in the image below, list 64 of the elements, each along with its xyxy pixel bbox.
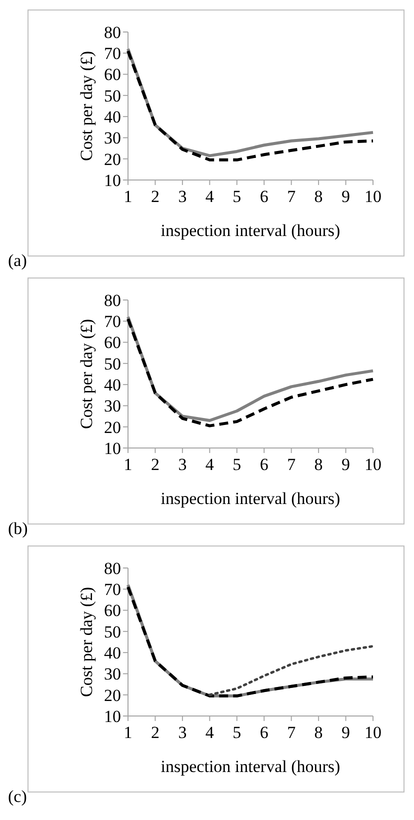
- y-axis-title: Cost per day (£): [77, 318, 96, 430]
- y-tick-label: 10: [104, 438, 121, 458]
- y-tick-label: 50: [104, 354, 121, 374]
- y-tick-label: 70: [104, 580, 121, 600]
- x-tick-label: 10: [364, 723, 382, 742]
- y-tick-label: 70: [104, 312, 121, 332]
- y-tick-label: 30: [104, 396, 121, 416]
- y-tick-label: 60: [104, 601, 121, 620]
- y-tick-label: 40: [104, 108, 121, 127]
- x-tick-label: 2: [150, 455, 160, 474]
- x-tick-label: 5: [232, 723, 242, 742]
- y-tick-label: 10: [104, 706, 121, 726]
- x-tick-label: 1: [124, 455, 132, 474]
- x-tick-label: 8: [314, 187, 323, 206]
- y-tick-label: 50: [104, 86, 121, 106]
- x-tick-label: 2: [150, 187, 160, 206]
- line-series: [208, 644, 374, 696]
- x-tick-label: 7: [287, 723, 296, 742]
- y-tick-label: 60: [104, 333, 121, 352]
- y-tick-label: 70: [104, 44, 121, 64]
- x-tick-label: 9: [342, 723, 350, 742]
- y-axis-title: Cost per day (£): [77, 586, 96, 698]
- x-axis-title: inspection interval (hours): [160, 757, 340, 776]
- y-tick-label: 30: [104, 128, 121, 148]
- x-axis-title: inspection interval (hours): [160, 221, 340, 240]
- x-tick-label: 4: [205, 723, 214, 742]
- x-tick-label: 2: [150, 723, 160, 742]
- y-tick-label: 20: [104, 150, 121, 169]
- y-tick-label: 10: [104, 170, 121, 190]
- text: (a): [8, 251, 27, 270]
- y-tick-label: 20: [104, 686, 121, 705]
- y-tick-label: 30: [104, 664, 121, 684]
- y-tick-label: 40: [104, 644, 121, 663]
- x-tick-label: 1: [124, 187, 132, 206]
- x-tick-label: 6: [260, 187, 268, 206]
- y-tick-label: 80: [104, 290, 121, 310]
- y-tick-label: 80: [104, 22, 121, 42]
- x-tick-label: 9: [342, 455, 350, 474]
- x-tick-label: 3: [178, 723, 187, 742]
- y-tick-label: 80: [104, 558, 121, 578]
- text: (b): [8, 519, 28, 538]
- y-tick-label: 40: [104, 376, 121, 395]
- y-axis-title: Cost per day (£): [77, 50, 96, 162]
- x-tick-label: 5: [232, 187, 242, 206]
- y-tick-label: 20: [104, 418, 121, 437]
- x-tick-label: 1: [124, 723, 132, 742]
- x-tick-label: 10: [364, 187, 382, 206]
- x-tick-label: 9: [342, 187, 350, 206]
- x-tick-label: 10: [364, 455, 382, 474]
- text: (c): [8, 787, 27, 806]
- y-tick-label: 60: [104, 65, 121, 84]
- x-tick-label: 8: [314, 723, 323, 742]
- x-tick-label: 5: [232, 455, 242, 474]
- x-tick-label: 3: [178, 187, 187, 206]
- x-axis-title: inspection interval (hours): [160, 489, 340, 508]
- x-tick-label: 8: [314, 455, 323, 474]
- x-tick-label: 6: [260, 455, 268, 474]
- x-tick-label: 3: [178, 455, 187, 474]
- x-tick-label: 7: [287, 455, 296, 474]
- x-tick-label: 6: [260, 723, 268, 742]
- x-tick-label: 4: [205, 455, 214, 474]
- x-tick-label: 4: [205, 187, 214, 206]
- y-tick-label: 50: [104, 622, 121, 642]
- x-tick-label: 7: [287, 187, 296, 206]
